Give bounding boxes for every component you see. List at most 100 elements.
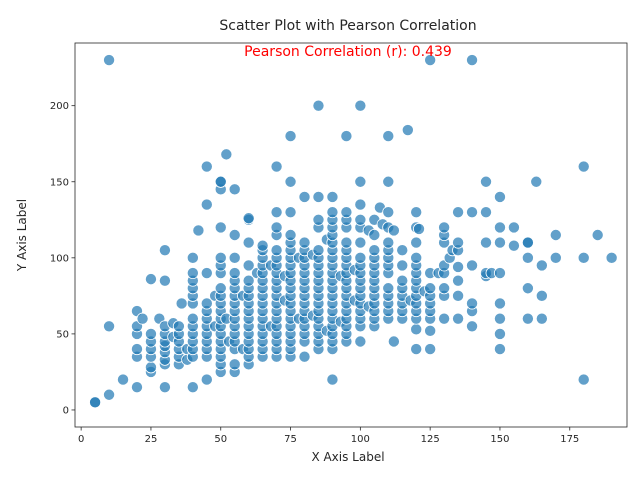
data-point (466, 297, 479, 310)
data-point (214, 221, 227, 234)
data-point (521, 251, 534, 264)
data-point (382, 236, 395, 249)
data-point (493, 221, 506, 234)
data-point (103, 388, 116, 401)
data-point (200, 297, 213, 310)
data-point (312, 99, 325, 112)
data-point (479, 175, 492, 188)
data-point (270, 221, 283, 234)
data-point (535, 312, 548, 325)
data-point (298, 236, 311, 249)
data-point (493, 297, 506, 310)
data-point (412, 222, 425, 235)
data-point (354, 335, 367, 348)
data-point (214, 282, 227, 295)
x-tick-label: 100 (351, 434, 370, 445)
data-point (186, 251, 199, 264)
y-tick-label: 100 (50, 253, 69, 264)
x-axis-label: X Axis Label (311, 450, 384, 464)
data-point (172, 320, 185, 333)
data-point (228, 358, 241, 371)
data-point (284, 228, 297, 241)
data-point (530, 175, 543, 188)
data-point (228, 183, 241, 196)
data-point (144, 273, 157, 286)
data-point (438, 312, 451, 325)
data-point (396, 244, 409, 257)
data-point (242, 259, 255, 272)
data-point (200, 198, 213, 211)
data-point (312, 190, 325, 203)
data-point (466, 320, 479, 333)
data-point (577, 251, 590, 264)
data-point (214, 175, 227, 188)
data-point (228, 251, 241, 264)
data-point (220, 148, 233, 161)
data-point (521, 236, 534, 249)
data-point (312, 213, 325, 226)
data-point (136, 312, 149, 325)
data-point (144, 327, 157, 340)
data-point (228, 228, 241, 241)
data-point (228, 267, 241, 280)
data-point (103, 54, 116, 67)
y-tick-label: 150 (50, 177, 69, 188)
data-point (396, 259, 409, 272)
data-point (144, 361, 157, 374)
data-point (387, 224, 400, 237)
data-point (186, 381, 199, 394)
data-point (354, 99, 367, 112)
data-point (117, 373, 130, 386)
data-point (549, 228, 562, 241)
data-point (298, 350, 311, 363)
x-tick-label: 50 (214, 434, 227, 445)
data-point (424, 54, 437, 67)
data-point (382, 175, 395, 188)
data-point (521, 282, 534, 295)
data-point (410, 323, 423, 336)
data-point (410, 206, 423, 219)
x-tick-label: 75 (284, 434, 297, 445)
data-point (340, 236, 353, 249)
data-point (242, 236, 255, 249)
data-point (175, 297, 188, 310)
data-point (507, 239, 520, 252)
data-point (410, 251, 423, 264)
data-point (410, 236, 423, 249)
data-point (200, 267, 213, 280)
data-point (200, 373, 213, 386)
data-point (382, 206, 395, 219)
data-point (493, 267, 506, 280)
x-axis: 0 25 50 75 100 125 150 175 (78, 427, 579, 445)
chart-title: Scatter Plot with Pearson Correlation (219, 18, 476, 34)
data-point (298, 190, 311, 203)
y-axis: 0 50 100 150 200 (50, 101, 75, 416)
data-point (354, 236, 367, 249)
y-tick-label: 0 (63, 405, 69, 416)
x-tick-label: 150 (490, 434, 509, 445)
data-point (382, 130, 395, 143)
data-point (186, 312, 199, 325)
x-tick-label: 175 (560, 434, 579, 445)
y-tick-label: 200 (50, 101, 69, 112)
data-point (493, 312, 506, 325)
data-point (354, 198, 367, 211)
data-point (270, 206, 283, 219)
data-point (401, 124, 414, 137)
data-point (130, 343, 143, 356)
data-point (466, 206, 479, 219)
data-point (479, 236, 492, 249)
data-point (507, 221, 520, 234)
data-point (396, 274, 409, 287)
data-point (438, 221, 451, 234)
data-point (535, 259, 548, 272)
data-point (270, 244, 283, 257)
data-point (340, 206, 353, 219)
data-point (424, 282, 437, 295)
y-axis-label: Y Axis Label (15, 199, 29, 272)
data-point (452, 206, 465, 219)
data-point (438, 282, 451, 295)
data-point (493, 236, 506, 249)
data-point (200, 160, 213, 173)
